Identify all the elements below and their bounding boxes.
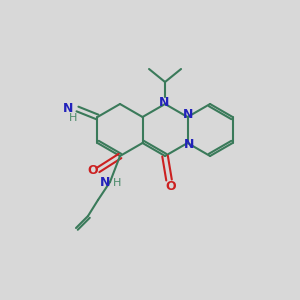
- Text: O: O: [88, 164, 98, 178]
- Text: N: N: [63, 103, 74, 116]
- Text: N: N: [100, 176, 110, 190]
- Text: H: H: [113, 178, 121, 188]
- Text: N: N: [159, 97, 169, 110]
- Text: O: O: [166, 181, 176, 194]
- Text: H: H: [69, 113, 78, 123]
- Text: N: N: [184, 139, 195, 152]
- Text: N: N: [183, 109, 194, 122]
